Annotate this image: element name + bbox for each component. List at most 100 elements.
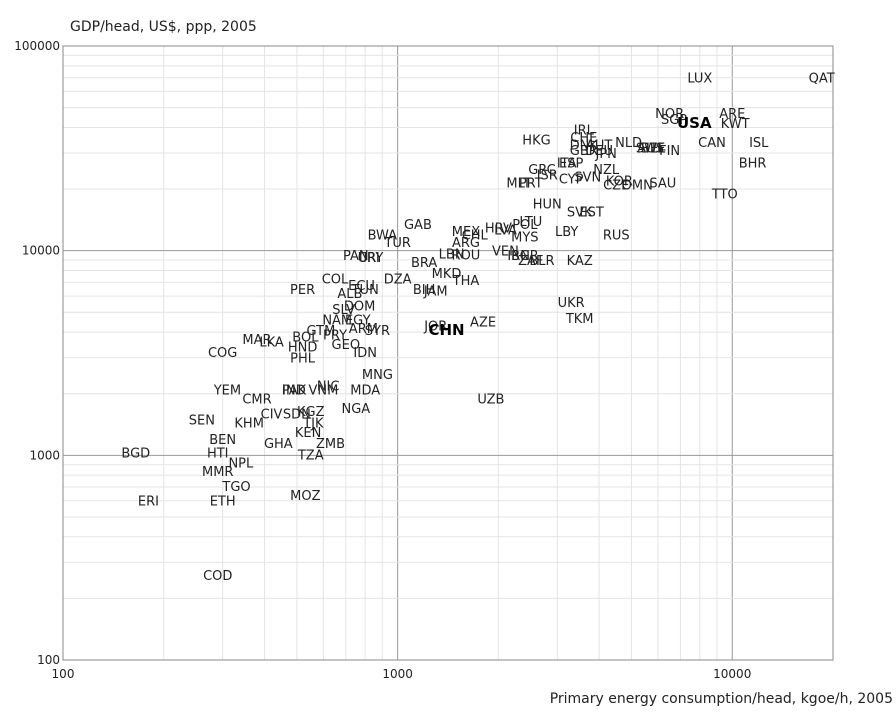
y-tick-label: 100 (37, 653, 60, 667)
data-point-label: VEN (492, 245, 519, 260)
data-point-label: SYR (365, 324, 390, 339)
data-point-label: CRI (358, 251, 380, 266)
data-point-label: SGP (661, 113, 687, 128)
data-point-label: LTU (519, 215, 542, 230)
data-point-label: MKD (432, 267, 462, 282)
x-tick-label: 1000 (382, 667, 413, 681)
data-point-label: MMR (202, 465, 233, 480)
data-point-label: IDN (353, 346, 377, 361)
y-tick-label: 100000 (14, 39, 60, 53)
data-point-label: ESP (559, 156, 583, 171)
y-tick-label: 1000 (29, 448, 60, 462)
data-point-label: SLV (332, 303, 355, 318)
data-point-label: ARG (452, 236, 480, 251)
data-point-label: SAU (649, 177, 676, 192)
data-point-label: CHL (462, 228, 489, 243)
data-point-label: UKR (558, 296, 585, 311)
data-point-label: IRL (574, 124, 595, 139)
data-point-label: JAM (423, 284, 448, 299)
data-point-label: HUN (533, 198, 562, 213)
data-point-label: UZB (477, 392, 504, 407)
data-point-label: HRV (485, 221, 512, 236)
data-point-label: BOL (292, 331, 319, 346)
data-point-label: TKM (565, 312, 594, 327)
data-point-label: GTM (307, 324, 336, 339)
data-point-label: TUR (383, 236, 411, 251)
data-point-label: HKG (522, 133, 550, 148)
data-point-label: BRA (411, 256, 437, 271)
data-point-label: CZE (603, 179, 629, 194)
data-point-label: NIC (317, 379, 340, 394)
data-point-label: GHA (264, 437, 293, 452)
data-point-label: SVK (567, 206, 593, 221)
data-point-label: CHN (428, 321, 464, 339)
data-point-label: QAT (809, 72, 835, 87)
data-point-label: ARM (349, 322, 378, 337)
data-point-label: KOR (606, 175, 633, 190)
y-tick-label: 10000 (22, 244, 60, 258)
data-point-label: DEU (585, 144, 613, 159)
data-point-label: USA (677, 114, 712, 132)
data-point-label: YEM (213, 383, 241, 398)
data-point-label: EST (579, 206, 603, 221)
data-point-label: HTI (207, 447, 229, 462)
data-point-label: TGO (221, 480, 250, 495)
data-point-label: LKA (259, 335, 284, 350)
data-point-label: COD (203, 569, 232, 584)
data-point-label: GAB (404, 218, 432, 233)
data-point-label: DZA (384, 273, 412, 288)
data-point-label: KWT (721, 117, 750, 132)
data-point-label: TZA (297, 448, 324, 463)
data-point-label: NOR (655, 107, 684, 122)
data-point-label: TTO (711, 188, 738, 203)
data-point-label: ITA (557, 156, 577, 171)
data-point-label: LVA (494, 223, 517, 238)
data-point-label: BWA (368, 228, 398, 243)
data-point-label: NPL (228, 457, 254, 472)
data-point-label: NZL (593, 163, 620, 178)
data-point-label: VNM (308, 383, 338, 398)
data-point-label: MDA (350, 383, 380, 398)
data-point-label: TJK (302, 416, 324, 431)
data-point-label: EGY (345, 314, 371, 329)
data-point-label: IND (282, 383, 306, 398)
data-point-label: GBR (570, 144, 598, 159)
data-point-label: NGA (341, 402, 370, 417)
data-point-label: BGR (511, 249, 539, 264)
data-point-label: PRY (323, 328, 347, 343)
data-point-label: LBY (555, 225, 578, 240)
data-point-label: URY (358, 251, 384, 266)
data-point-label: LUX (687, 72, 712, 87)
data-point-label: ISR (537, 169, 558, 184)
data-point-label: GRC (528, 163, 556, 178)
data-point-label: OMN (622, 179, 653, 194)
data-point-label: ROU (452, 248, 481, 263)
data-point-label: GEO (332, 338, 361, 353)
data-point-label: ERI (138, 495, 159, 510)
data-point-label: LBN (439, 247, 465, 262)
data-point-label: CMR (242, 392, 271, 407)
data-point-label: SDN (283, 408, 311, 423)
data-point-label: AZE (470, 316, 496, 331)
data-point-label: SEN (189, 413, 215, 428)
x-tick-labels: 100 1000 10000 (52, 667, 752, 681)
data-point-label: CIV (261, 408, 283, 423)
data-point-label: KGZ (297, 405, 325, 420)
data-point-label: ALB (337, 287, 362, 302)
data-point-label: BGD (121, 447, 150, 462)
x-axis-title: Primary energy consumption/head, kgoe/h,… (550, 691, 893, 707)
data-point-label: KHM (234, 416, 264, 431)
data-point-label: PRT (519, 177, 543, 192)
data-point-label: BEN (209, 433, 236, 448)
data-point-label: MYS (511, 231, 538, 246)
plot-frame (62, 45, 834, 661)
data-point-label: CYP (559, 173, 584, 188)
data-point-label: COL (322, 273, 349, 288)
data-point-label: MEX (452, 225, 480, 240)
data-point-label: TUN (351, 283, 379, 298)
data-point-label: KEN (295, 426, 321, 441)
data-point-label: KAZ (567, 254, 593, 269)
data-point-label: RUS (603, 228, 630, 243)
data-point-label: PER (290, 283, 315, 298)
